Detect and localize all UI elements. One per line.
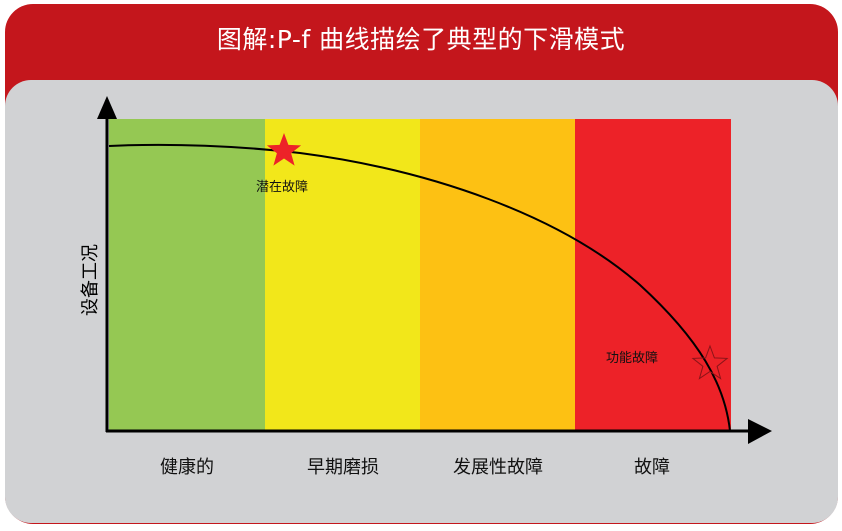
stage-label-healthy: 健康的 bbox=[160, 457, 214, 478]
stage-label-developing-fault: 发展性故障 bbox=[453, 457, 543, 478]
page-title: 图解:P-f 曲线描绘了典型的下滑模式 bbox=[216, 25, 626, 54]
stage-band-healthy bbox=[109, 119, 265, 431]
star-outline-icon bbox=[691, 344, 729, 380]
stage-band-developing-fault bbox=[420, 119, 575, 431]
stage-label-early-wear: 早期磨损 bbox=[307, 457, 379, 478]
y-axis-arrow bbox=[97, 96, 117, 119]
stage-label-failure: 故障 bbox=[634, 457, 670, 478]
y-axis-label: 设备工况 bbox=[80, 244, 101, 316]
x-axis-arrow bbox=[748, 419, 772, 444]
functional-failure-label: 功能故障 bbox=[606, 351, 658, 366]
stage-band-failure bbox=[575, 119, 731, 431]
star-filled-icon bbox=[266, 133, 302, 166]
pf-curve bbox=[108, 143, 731, 432]
stage-band-early-wear bbox=[265, 119, 420, 431]
potential-failure-label: 潜在故障 bbox=[256, 180, 308, 195]
